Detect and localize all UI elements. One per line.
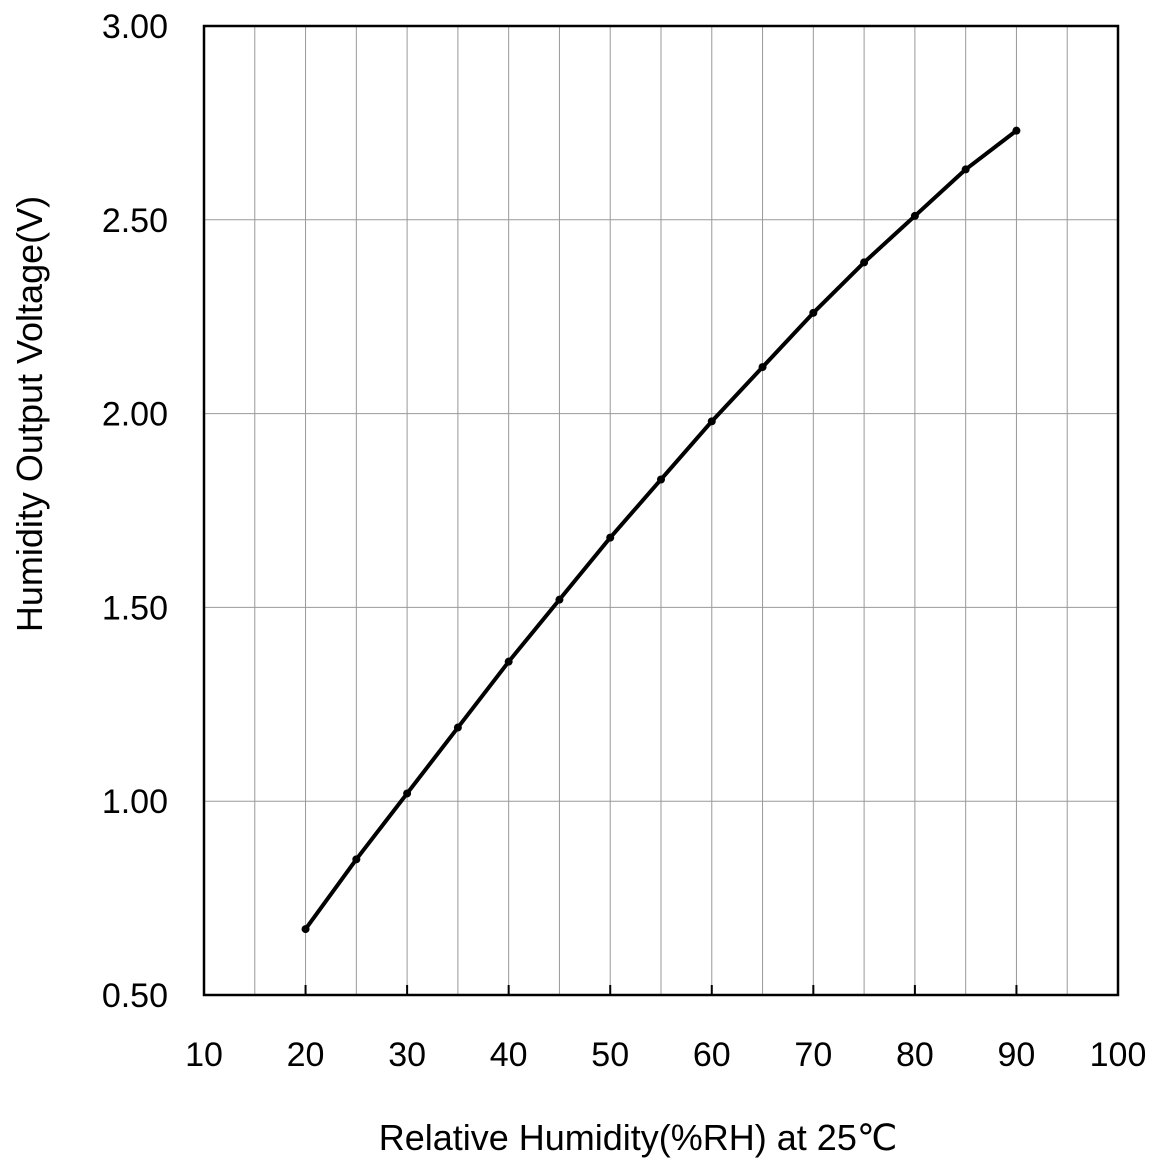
data-point <box>606 533 615 542</box>
data-point <box>504 657 513 666</box>
series-layer <box>301 126 1021 934</box>
data-point <box>860 258 869 267</box>
grid-lines <box>204 26 1118 995</box>
data-point <box>961 165 970 174</box>
y-axis-title: Humidity Output Voltage(V) <box>9 196 50 632</box>
x-tick-label: 100 <box>1090 1036 1147 1074</box>
data-point <box>453 723 462 732</box>
data-point <box>403 789 412 798</box>
data-point <box>809 308 818 317</box>
x-tick-label: 60 <box>693 1036 731 1074</box>
data-point <box>758 363 767 372</box>
x-tick-label: 40 <box>490 1036 528 1074</box>
y-tick-label: 1.50 <box>102 589 168 627</box>
plot-frame <box>202 24 1120 997</box>
y-tick-label: 2.00 <box>102 396 168 434</box>
y-tick-label: 2.50 <box>102 202 168 240</box>
y-tick-label: 0.50 <box>102 977 168 1015</box>
data-point <box>352 855 361 864</box>
data-point <box>910 211 919 220</box>
data-point <box>1012 126 1021 135</box>
data-point <box>301 925 310 934</box>
y-tick-label: 3.00 <box>102 8 168 46</box>
x-axis: 10 20 30 40 50 60 70 80 90 100 <box>185 985 1146 1074</box>
x-tick-label: 90 <box>998 1036 1036 1074</box>
x-tick-label: 50 <box>591 1036 629 1074</box>
y-tick-label: 1.00 <box>102 783 168 821</box>
x-axis-title: Relative Humidity(%RH) at 25℃ <box>379 1117 898 1158</box>
x-tick-label: 30 <box>388 1036 426 1074</box>
y-axis: 0.50 1.00 1.50 2.00 2.50 3.00 <box>102 8 168 1015</box>
data-point <box>555 595 564 604</box>
x-tick-label: 80 <box>896 1036 934 1074</box>
x-tick-label: 20 <box>287 1036 325 1074</box>
x-tick-label: 10 <box>185 1036 223 1074</box>
data-point <box>707 417 716 426</box>
data-point <box>657 475 665 484</box>
x-tick-label: 70 <box>794 1036 832 1074</box>
